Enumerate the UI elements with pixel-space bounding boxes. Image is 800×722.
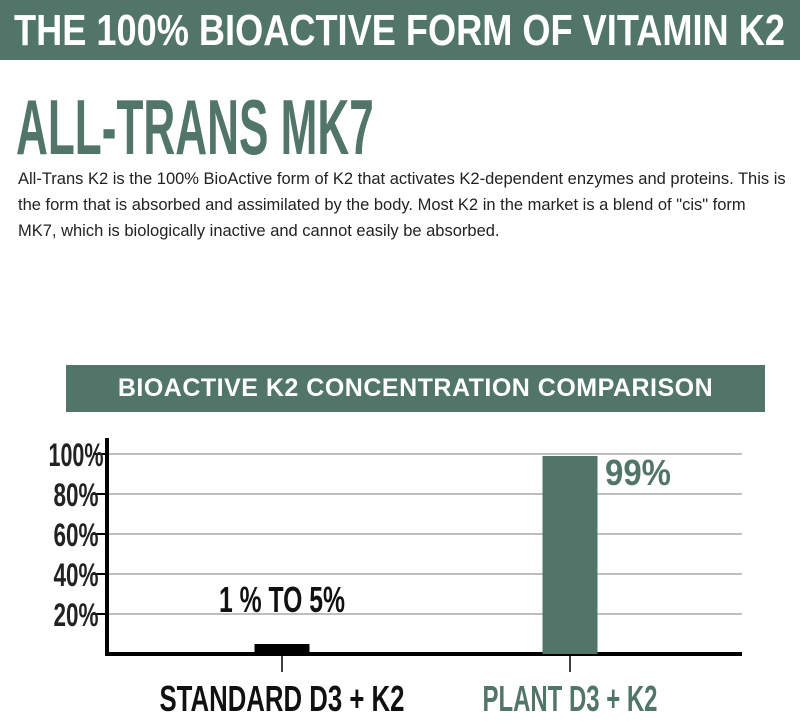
data-label: 1 % TO 5% (219, 579, 345, 620)
y-tick-label: 20% (54, 597, 99, 633)
data-label: 99% (605, 454, 671, 494)
bar (542, 456, 598, 654)
chart-title: BIOACTIVE K2 CONCENTRATION COMPARISON (66, 365, 765, 412)
banner (0, 0, 800, 60)
bar (254, 644, 310, 654)
x-tick-label: PLANT D3 + K2 (483, 679, 658, 719)
x-tick-label: STANDARD D3 + K2 (160, 679, 405, 719)
y-tick-label: 40% (54, 557, 99, 593)
y-tick-label: 80% (54, 477, 99, 513)
y-tick-label: 100% (49, 437, 104, 473)
description: All-Trans K2 is the 100% BioActive form … (18, 170, 786, 240)
y-tick-label: 60% (54, 517, 99, 553)
page-title: ALL-TRANS MK7 (16, 83, 374, 171)
banner-text: THE 100% BIOACTIVE FORM OF VITAMIN K2 (14, 6, 785, 55)
